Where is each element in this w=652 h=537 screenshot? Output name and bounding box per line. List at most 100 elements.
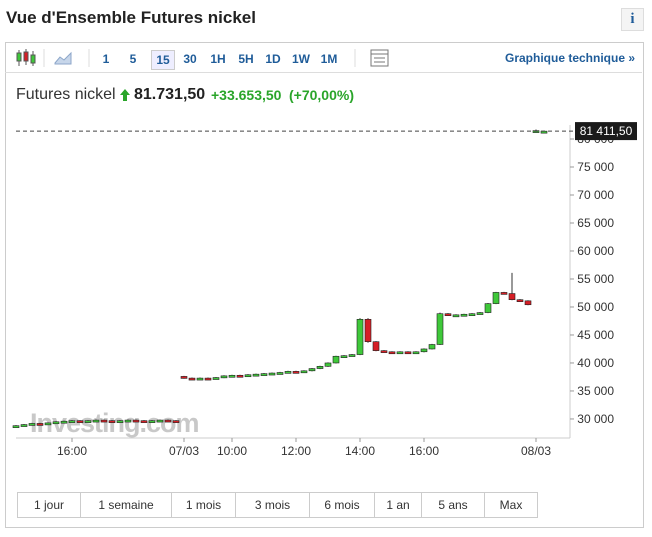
interval-button[interactable]: 1D — [265, 52, 281, 66]
candle-body — [276, 372, 284, 375]
last-price-label: 81 411,50 — [580, 124, 633, 138]
candle-body — [188, 377, 196, 381]
y-tick-label: 70 000 — [577, 188, 614, 202]
y-tick-label: 60 000 — [577, 244, 614, 258]
candle-body — [452, 314, 460, 318]
candle-body — [292, 371, 300, 374]
candle-body — [52, 421, 60, 425]
candle-body — [468, 313, 476, 316]
range-button[interactable]: Max — [499, 498, 523, 512]
range-bar: 1 jour 1 semaine 1 mois 3 mois 6 mois 1 an 5 a… — [17, 492, 538, 518]
candle-body — [420, 348, 428, 353]
candle-body — [300, 370, 308, 374]
candle-body — [404, 351, 412, 355]
candle-body — [220, 375, 228, 379]
candle-body — [476, 312, 484, 315]
candle-body — [204, 377, 212, 381]
up-arrow — [120, 89, 130, 101]
area-icon[interactable] — [54, 51, 72, 65]
candle-body — [244, 374, 252, 378]
candle-body — [180, 376, 188, 379]
candle-body — [12, 425, 20, 428]
candle-body — [148, 420, 156, 423]
info-button[interactable]: i — [621, 8, 644, 31]
x-tick-label: 12:00 — [281, 444, 311, 458]
candle-body — [36, 423, 44, 426]
y-tick-label: 45 000 — [577, 328, 614, 342]
quote-change: +33.653,50 — [211, 87, 282, 103]
interval-button[interactable]: 1W — [292, 52, 310, 66]
candle-body — [212, 377, 220, 380]
candle-body — [284, 371, 292, 374]
y-tick-label: 75 000 — [577, 160, 614, 174]
x-tick-label: 16:00 — [409, 444, 439, 458]
x-tick-label: 14:00 — [345, 444, 375, 458]
candle-body — [156, 419, 164, 423]
candle-body — [68, 420, 76, 423]
range-button[interactable]: 1 mois — [172, 493, 236, 517]
candle-body — [252, 373, 260, 377]
candle-body — [116, 420, 124, 423]
technical-link[interactable]: Graphique technique » — [505, 51, 636, 65]
interval-button[interactable]: 1M — [320, 52, 338, 66]
interval-button[interactable]: 1H — [210, 52, 226, 66]
candle-body — [236, 374, 244, 378]
y-tick-label: 65 000 — [577, 216, 614, 230]
candle-body — [268, 372, 276, 376]
interval-button[interactable]: 5 — [129, 52, 137, 66]
candle-body — [380, 350, 388, 353]
candle-body — [508, 293, 516, 300]
quote-name: Futures nickel — [16, 86, 116, 103]
candle-body — [172, 420, 180, 423]
y-tick-label: 50 000 — [577, 300, 614, 314]
candle-body — [460, 313, 468, 317]
candle-body — [524, 300, 532, 306]
candle-body — [332, 355, 340, 364]
candle-body — [84, 420, 92, 423]
x-tick-label: 07/03 — [169, 444, 199, 458]
range-button[interactable]: 5 ans — [422, 493, 485, 517]
interval-button[interactable]: 30 — [183, 52, 197, 66]
candle-body — [308, 368, 316, 372]
candle-body — [516, 299, 524, 302]
x-tick-label: 10:00 — [217, 444, 247, 458]
title: Vue d'Ensemble Futures nickel — [6, 8, 256, 27]
interval-button[interactable]: 15 — [151, 50, 175, 70]
candle-body — [356, 318, 364, 355]
candle-body — [492, 292, 500, 304]
candle-body — [92, 419, 100, 423]
candle-body — [260, 373, 268, 376]
range-button[interactable]: 1 jour — [18, 493, 81, 517]
candle-body — [76, 420, 84, 423]
quote-change-pct: (+70,00%) — [289, 87, 354, 103]
candle-body — [436, 313, 444, 345]
x-tick-label: 16:00 — [57, 444, 87, 458]
candle-body — [324, 362, 332, 367]
candle-body — [444, 313, 452, 316]
y-tick-label: 55 000 — [577, 272, 614, 286]
candle-body — [428, 344, 436, 350]
range-button[interactable]: 3 mois — [236, 493, 310, 517]
candle-body — [396, 351, 404, 355]
candle-body — [484, 303, 492, 313]
candle-body — [124, 419, 132, 423]
y-tick-label: 35 000 — [577, 384, 614, 398]
candle-body — [316, 366, 324, 369]
toolbar-icons — [16, 49, 389, 67]
y-tick-label: 40 000 — [577, 356, 614, 370]
quote-price: 81.731,50 — [134, 86, 206, 103]
candle-body — [140, 420, 148, 423]
table-icon[interactable] — [370, 49, 389, 67]
interval-button[interactable]: 5H — [238, 52, 254, 66]
y-tick-label: 30 000 — [577, 412, 614, 426]
last-price-box — [575, 122, 637, 141]
candle-body — [500, 292, 508, 295]
candle-icon[interactable] — [16, 49, 36, 66]
range-button[interactable]: 6 mois — [310, 493, 375, 517]
range-button[interactable]: 1 semaine — [81, 493, 172, 517]
interval-button[interactable]: 1 — [102, 52, 110, 66]
range-button[interactable]: 1 an — [375, 493, 422, 517]
x-tick-label: 08/03 — [521, 444, 551, 458]
